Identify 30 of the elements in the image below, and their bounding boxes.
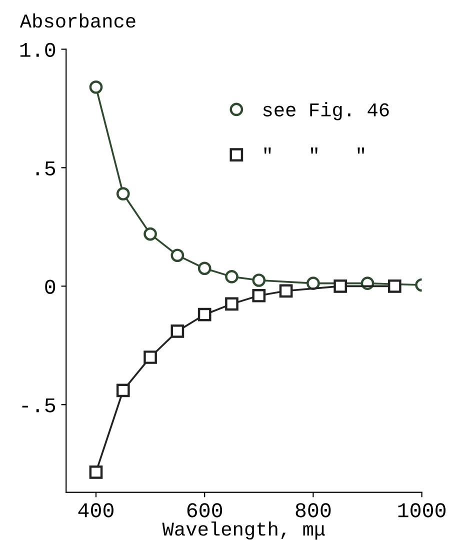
point [116,187,130,200]
point [198,308,212,322]
point [144,350,157,364]
y-tick-label: .5 [36,162,56,176]
point [252,288,266,302]
x-axis-title: Wavelength, mμ [162,521,325,540]
y-tick-label: 1.0 [20,42,56,57]
point [116,384,130,398]
x-tick-label: 400 [78,503,114,518]
legend-label: see Fig. 46 [263,102,389,120]
point [89,465,103,479]
point [144,227,157,241]
x-tick-label: 1000 [398,503,446,518]
point [388,280,402,293]
y-axis-title: Absorbance [20,13,136,28]
point [89,80,103,94]
x-tick-label: 600 [187,503,222,518]
x-tick-label: 800 [296,503,331,518]
point [225,270,238,284]
point [198,262,212,276]
legend-label: " " " [264,148,364,154]
y-tick-label: 0 [45,280,56,294]
point [170,324,184,338]
point [225,297,238,311]
y-tick-label: -.5 [22,398,56,412]
point [279,284,293,298]
point [306,276,320,290]
point [252,274,266,287]
point [170,248,184,262]
point [334,280,348,293]
